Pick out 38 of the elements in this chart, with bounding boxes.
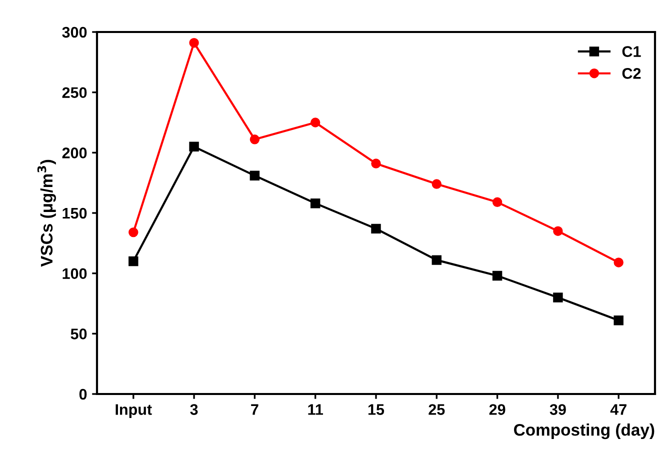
y-tick-label: 200 — [62, 148, 87, 158]
point — [128, 227, 138, 238]
point — [250, 170, 260, 180]
y-tick-label: 0 — [79, 388, 87, 400]
point — [614, 258, 624, 268]
point — [614, 316, 624, 326]
x-tick-label: 3 — [190, 404, 198, 415]
y-tick-label: 150 — [62, 208, 87, 219]
point — [310, 118, 320, 128]
x-tick-label: Input — [116, 404, 152, 418]
point — [492, 197, 502, 207]
x-tick-label: 11 — [308, 404, 323, 415]
point — [553, 292, 563, 302]
y-tick-label: 50 — [70, 328, 87, 340]
x-tick-label: 47 — [610, 404, 626, 415]
point — [432, 179, 442, 189]
point — [310, 198, 320, 208]
legend-label: C1 — [622, 46, 641, 57]
point — [250, 134, 260, 144]
x-tick-label: 25 — [428, 404, 445, 415]
point — [432, 255, 442, 265]
point — [371, 224, 381, 234]
x-tick-label: 39 — [550, 404, 566, 415]
point — [189, 142, 199, 152]
point — [128, 256, 138, 266]
x-tick-label: 15 — [368, 404, 384, 415]
y-tick-label: 100 — [62, 268, 87, 280]
x-tick-label: 29 — [489, 404, 506, 415]
point — [189, 38, 199, 48]
x-tick-label: 7 — [251, 404, 258, 415]
point — [553, 226, 563, 236]
legend-label: C2 — [622, 68, 641, 79]
point — [371, 158, 381, 168]
y-tick-label: 250 — [62, 87, 87, 98]
y-axis-title: VSCs (μg/m$^{3}$) — [37, 160, 56, 267]
x-axis-title: Composting (day) — [514, 424, 654, 440]
point — [492, 270, 502, 281]
y-tick-label: 300 — [62, 26, 87, 38]
